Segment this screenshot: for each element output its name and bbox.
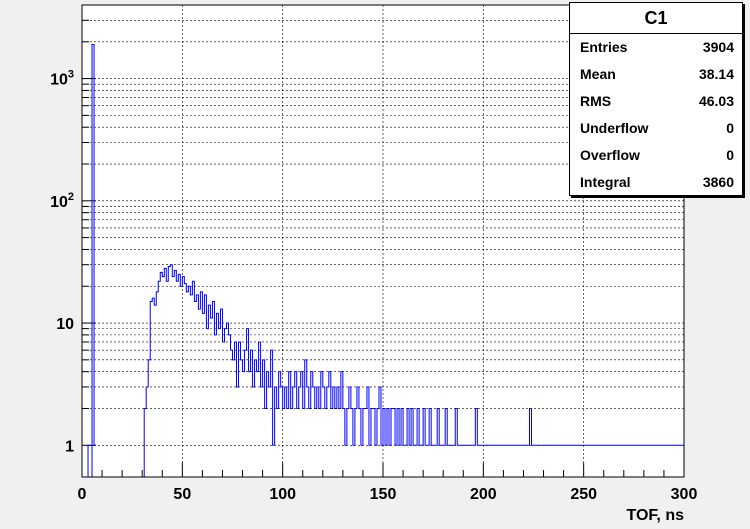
stats-title: C1 xyxy=(570,3,742,34)
y-tick-label: 103 xyxy=(50,69,74,89)
stats-row-integral: Integral 3860 xyxy=(570,169,742,196)
x-tick-label: 200 xyxy=(470,486,497,503)
x-tick-label: 250 xyxy=(570,486,597,503)
x-tick-label: 0 xyxy=(78,486,87,503)
stats-row-entries: Entries 3904 xyxy=(570,34,742,61)
stats-value: 46.03 xyxy=(698,93,734,109)
y-tick-base: 1 xyxy=(65,438,74,455)
y-tick-base: 10 xyxy=(50,194,68,211)
stats-label: Mean xyxy=(580,66,616,82)
stats-row-overflow: Overflow 0 xyxy=(570,142,742,169)
y-tick-label: 102 xyxy=(50,191,74,211)
grid xyxy=(82,4,684,477)
histogram-line xyxy=(87,44,685,477)
y-tick-base: 10 xyxy=(50,72,68,89)
stats-value: 0 xyxy=(726,120,734,136)
stats-row-mean: Mean 38.14 xyxy=(570,61,742,88)
x-axis-label: TOF, ns xyxy=(627,507,685,524)
x-tick-label: 150 xyxy=(370,486,397,503)
frame-border xyxy=(81,4,685,478)
x-tick-label: 300 xyxy=(671,486,698,503)
stats-value: 3860 xyxy=(702,174,734,190)
y-tick-exponent: 3 xyxy=(68,69,74,81)
y-tick-label: 1 xyxy=(65,438,74,455)
stats-value: 3904 xyxy=(702,39,734,55)
x-tick-label: 50 xyxy=(173,486,191,503)
x-tick-label: 100 xyxy=(269,486,296,503)
x-tick-labels: 0 50 100 150 200 250 300 xyxy=(78,486,698,503)
stats-label: Underflow xyxy=(580,120,649,136)
y-tick-exponent: 2 xyxy=(68,191,74,203)
stats-box: C1 Entries 3904 Mean 38.14 RMS 46.03 Und… xyxy=(569,2,743,196)
stats-label: Overflow xyxy=(580,147,640,163)
stats-label: Integral xyxy=(580,174,631,190)
stats-row-rms: RMS 46.03 xyxy=(570,88,742,115)
y-tick-label: 10 xyxy=(56,316,74,333)
stats-label: Entries xyxy=(580,39,628,55)
stats-value: 0 xyxy=(726,147,734,163)
y-tick-base: 10 xyxy=(56,316,74,333)
stats-row-underflow: Underflow 0 xyxy=(570,115,742,142)
stats-label: RMS xyxy=(580,93,612,109)
stats-value: 38.14 xyxy=(698,66,734,82)
